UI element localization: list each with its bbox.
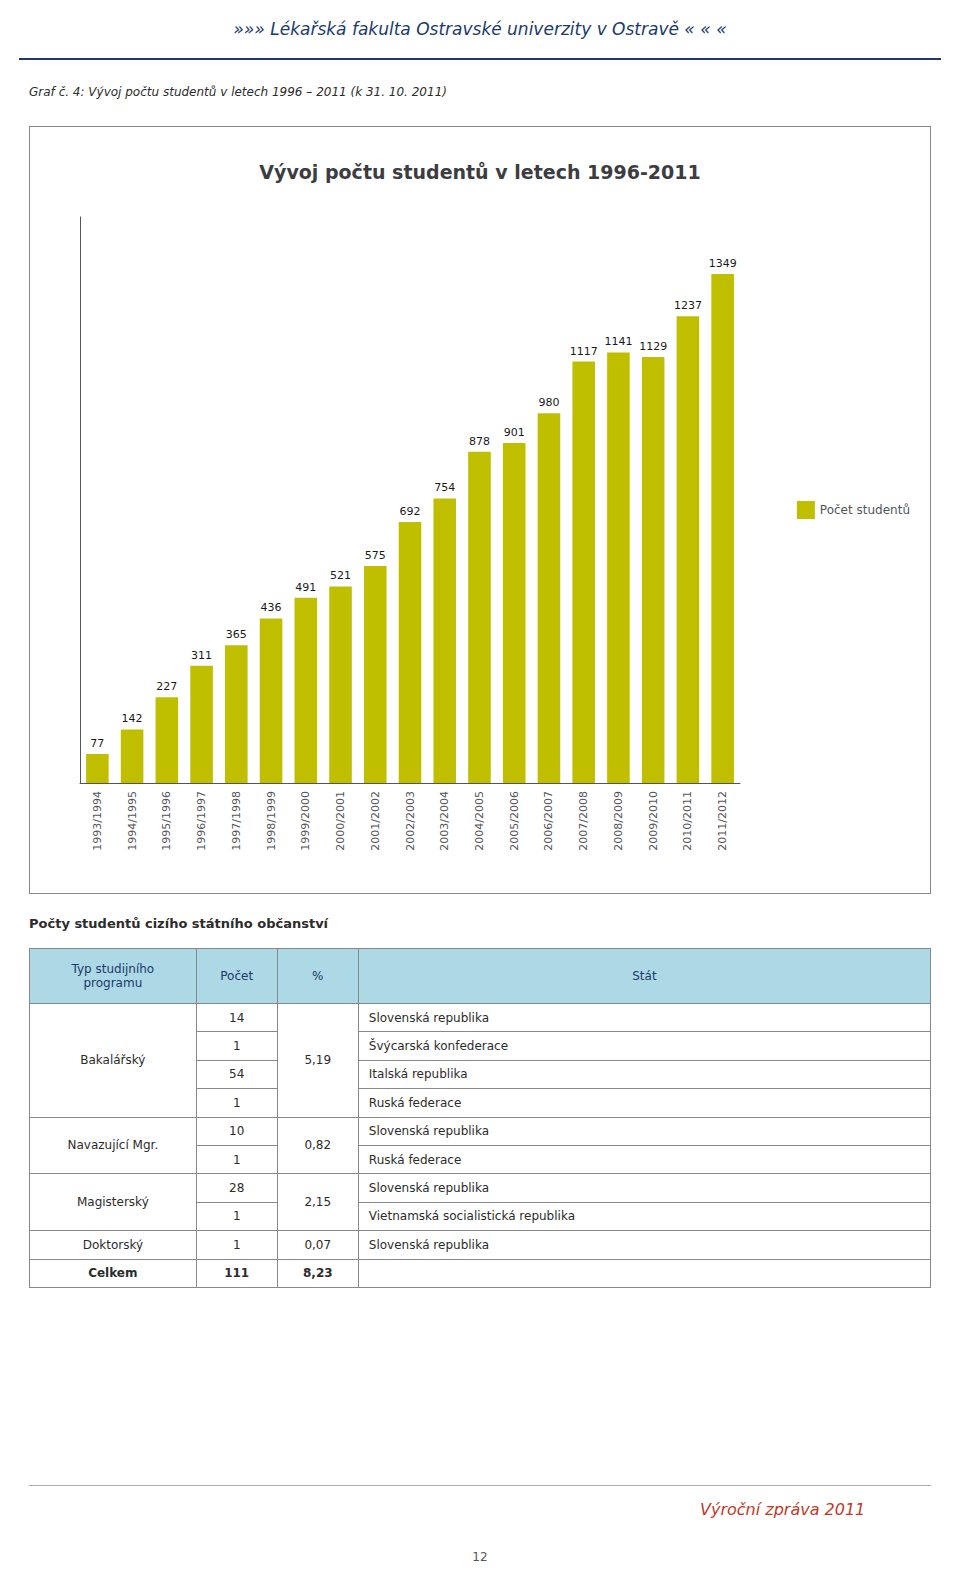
svg-text:2008/2009: 2008/2009 [612,791,625,851]
html-text:1: 1 [232,1209,241,1224]
svg-text:575: 575 [365,549,386,562]
svg-text:Počet studentů: Počet studentů [820,503,910,517]
html-text:0,82: 0,82 [304,1138,332,1153]
html-text:54: 54 [229,1067,245,1082]
svg-text:1994/1995: 1994/1995 [126,791,139,851]
svg-text:2003/2004: 2003/2004 [438,791,451,851]
svg-text:491: 491 [295,581,316,594]
html-text:Švýcarská konfederace: Švýcarská konfederace [368,1039,508,1053]
html-text:111: 111 [224,1266,250,1281]
svg-text:2004/2005: 2004/2005 [473,791,486,851]
svg-text:1996/1997: 1996/1997 [195,791,208,851]
svg-text:521: 521 [330,569,351,582]
html-text:Slovenská republika: Slovenská republika [368,1124,489,1139]
html-text:Počty studentů cizího státního: Počty studentů cizího státního občanství [29,915,329,931]
svg-text:1237: 1237 [674,299,702,312]
svg-text:1999/2000: 1999/2000 [299,791,312,851]
svg-text:77: 77 [90,737,104,750]
svg-text:2005/2006: 2005/2006 [508,791,521,851]
html-text:5,19: 5,19 [304,1053,332,1068]
svg-text:142: 142 [122,712,143,725]
svg-text:2010/2011: 2010/2011 [681,791,694,851]
html-text:1: 1 [232,1039,241,1053]
svg-text:2011/2012: 2011/2012 [716,791,729,851]
html-text:12: 12 [472,1550,488,1564]
html-text:28: 28 [229,1181,245,1195]
html-text:»»» Lékařská fakulta Ostravské: »»» Lékařská fakulta Ostravské univerzit… [233,19,727,39]
html-text:Ruská federace: Ruská federace [368,1095,462,1110]
html-text:Slovenská republika: Slovenská republika [368,1181,489,1195]
html-text:Typ studijního programu: Typ studijního programu [71,962,155,990]
svg-text:1997/1998: 1997/1998 [230,791,243,851]
svg-text:1993/1994: 1993/1994 [91,791,104,851]
html-text:Graf č. 4: Vývoj počtu student: Graf č. 4: Vývoj počtu studentů v letech… [29,85,447,99]
svg-text:2002/2003: 2002/2003 [404,791,417,851]
html-text:2,15: 2,15 [304,1195,332,1210]
html-text:Bakalářský: Bakalářský [80,1053,146,1068]
svg-text:980: 980 [538,396,559,409]
svg-text:2007/2008: 2007/2008 [577,791,590,851]
html-text:1: 1 [232,1095,241,1110]
svg-text:2009/2010: 2009/2010 [647,791,660,851]
html-text:Celkem: Celkem [88,1266,138,1281]
html-text:1: 1 [232,1152,241,1167]
svg-text:754: 754 [434,481,455,494]
svg-text:692: 692 [400,505,421,518]
html-text:Doktorský: Doktorský [82,1237,143,1252]
html-text:Vietnamská socialistická repub: Vietnamská socialistická republika [368,1209,575,1224]
html-text:8,23: 8,23 [303,1266,333,1281]
svg-text:2000/2001: 2000/2001 [334,791,347,851]
svg-text:Vývoj počtu studentů v letech: Vývoj počtu studentů v letech 1996-2011 [259,161,700,183]
html-text:10: 10 [229,1124,245,1139]
html-text:Italská republika: Italská republika [368,1067,468,1082]
html-text:Stát: Stát [632,969,657,983]
svg-text:1117: 1117 [570,345,598,358]
html-text:Výroční zpráva 2011: Výroční zpráva 2011 [700,1500,866,1519]
svg-text:1141: 1141 [604,335,632,348]
svg-text:436: 436 [261,601,282,614]
html-text:Slovenská republika: Slovenská republika [368,1010,489,1025]
svg-text:2001/2002: 2001/2002 [369,791,382,851]
svg-text:2006/2007: 2006/2007 [542,791,555,851]
html-text:Počet: Počet [220,969,254,983]
html-text:Slovenská republika: Slovenská republika [368,1237,489,1252]
svg-text:1998/1999: 1998/1999 [265,791,278,851]
svg-text:227: 227 [156,680,177,693]
svg-text:878: 878 [469,435,490,448]
html-text:Magisterský: Magisterský [76,1195,149,1210]
html-text:14: 14 [229,1010,245,1025]
html-text:1: 1 [232,1237,241,1252]
html-text:Navazující Mgr.: Navazující Mgr. [67,1138,159,1153]
svg-text:1995/1996: 1995/1996 [160,791,173,851]
svg-text:365: 365 [226,628,247,641]
svg-text:311: 311 [191,649,212,662]
html-text:0,07: 0,07 [304,1237,332,1252]
svg-text:1129: 1129 [639,340,667,353]
svg-text:901: 901 [504,426,525,439]
html-text:Ruská federace: Ruská federace [368,1152,462,1167]
svg-text:1349: 1349 [709,257,737,270]
